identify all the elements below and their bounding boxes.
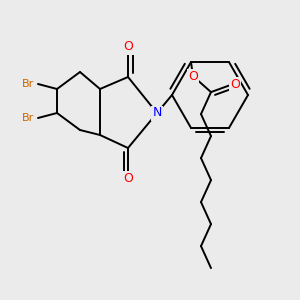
- Text: O: O: [188, 70, 198, 83]
- Text: O: O: [123, 40, 133, 53]
- Text: O: O: [230, 78, 240, 91]
- Text: N: N: [152, 106, 162, 119]
- Text: Br: Br: [22, 79, 34, 89]
- Text: O: O: [123, 172, 133, 184]
- Text: Br: Br: [22, 113, 34, 123]
